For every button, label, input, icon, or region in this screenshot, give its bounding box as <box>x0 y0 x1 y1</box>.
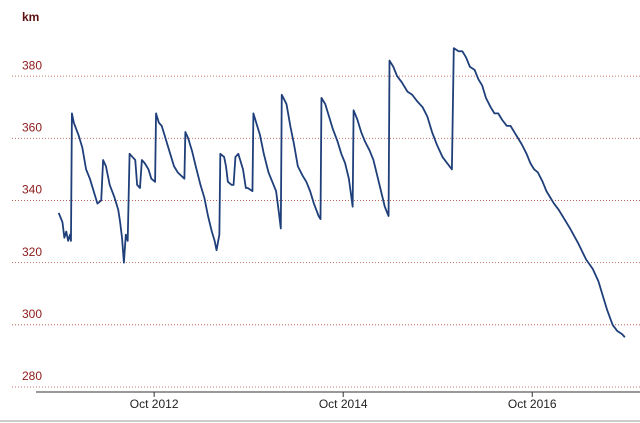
y-tick-label: 340 <box>22 183 42 197</box>
y-axis-label: km <box>22 10 39 24</box>
data-line <box>57 47 626 338</box>
y-tick-label: 300 <box>22 307 42 321</box>
x-tick-label: Oct 2012 <box>130 397 179 411</box>
x-tick-label: Oct 2016 <box>508 397 557 411</box>
y-tick-label: 360 <box>22 120 42 134</box>
y-tick-label: 320 <box>22 245 42 259</box>
y-tick-label: 380 <box>22 58 42 72</box>
y-tick-label: 280 <box>22 369 42 383</box>
x-tick-label: Oct 2014 <box>319 397 368 411</box>
